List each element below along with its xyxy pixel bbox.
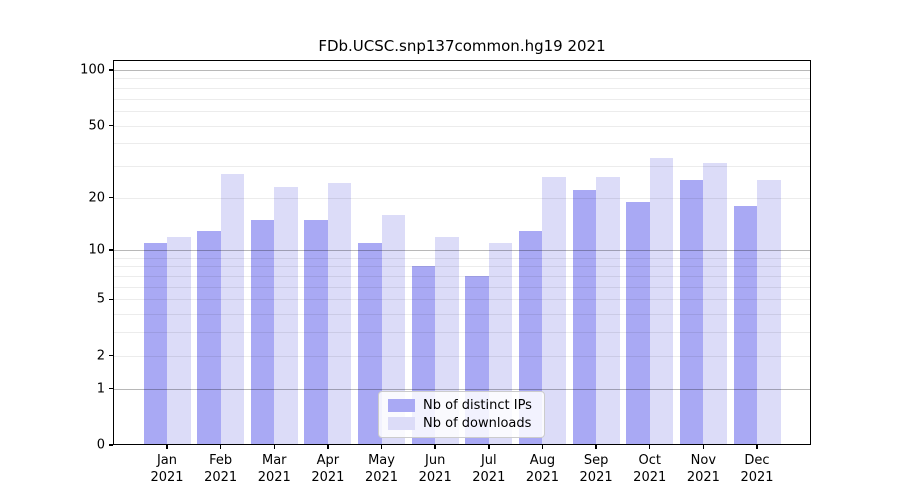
minor-gridline [113, 165, 811, 167]
y-tick [109, 69, 113, 71]
bar-downloads-feb [220, 174, 245, 445]
bar-downloads-sep [596, 177, 620, 445]
major-gridline [113, 388, 811, 390]
y-tick [109, 124, 113, 127]
y-tick-label: 1 [96, 381, 105, 397]
legend-item-downloads: Nb of downloads [388, 416, 544, 431]
x-tick-label: Oct 2021 [633, 453, 667, 485]
minor-gridline [113, 276, 811, 278]
bar-downloads-oct [649, 158, 674, 445]
x-tick [488, 445, 490, 449]
bar-downloads-nov [703, 163, 727, 445]
bar-downloads-aug [542, 177, 566, 445]
y-tick-label: 20 [88, 190, 105, 206]
y-tick-label: 100 [80, 62, 105, 78]
bar-ips-apr [304, 219, 328, 445]
minor-gridline [113, 110, 811, 112]
plot-area [113, 60, 811, 445]
y-tick [109, 298, 113, 301]
legend-item-distinct-ips: Nb of distinct IPs [388, 398, 544, 413]
bar-downloads-dec [757, 180, 781, 445]
bar-downloads-mar [274, 186, 298, 445]
x-tick [327, 445, 329, 449]
x-tick-label: Apr 2021 [311, 453, 345, 485]
chart-title: FDb.UCSC.snp137common.hg19 2021 [318, 37, 606, 55]
major-gridline [113, 70, 811, 71]
y-tick [109, 355, 113, 357]
bar-ips-sep [572, 190, 597, 445]
x-tick [380, 445, 383, 449]
minor-gridline [113, 332, 811, 334]
x-tick-label: Mar 2021 [257, 453, 291, 485]
y-tick [109, 196, 113, 199]
bar-ips-dec [733, 205, 757, 445]
x-tick [166, 445, 168, 449]
y-tick [109, 387, 113, 390]
x-tick-label: Aug 2021 [525, 453, 559, 485]
x-tick [273, 445, 275, 449]
legend-swatch-distinct-ips [388, 399, 415, 412]
minor-gridline [113, 87, 811, 89]
minor-gridline [113, 125, 811, 127]
x-tick [756, 445, 758, 449]
minor-gridline [113, 266, 811, 268]
x-tick-label: Jan 2021 [150, 453, 184, 485]
x-tick [649, 445, 651, 449]
y-tick-label: 0 [96, 437, 105, 453]
major-gridline [113, 250, 811, 252]
x-tick-label: Jun 2021 [418, 453, 452, 485]
bar-ips-jan [143, 243, 167, 445]
bar-ips-nov [679, 180, 704, 445]
x-tick [541, 445, 544, 449]
y-tick-label: 10 [88, 242, 105, 258]
minor-gridline [113, 314, 811, 316]
bar-downloads-apr [327, 183, 352, 445]
bar-ips-oct [626, 201, 650, 445]
minor-gridline [113, 143, 811, 145]
y-tick [109, 444, 113, 446]
x-tick [219, 445, 222, 449]
x-tick [702, 445, 705, 449]
y-tick-label: 2 [96, 348, 105, 364]
y-tick [109, 249, 113, 251]
bar-ips-may [358, 243, 382, 445]
legend-label-downloads: Nb of downloads [423, 416, 532, 431]
minor-gridline [113, 355, 811, 357]
x-tick-label: Feb 2021 [204, 453, 238, 485]
x-tick-label: Nov 2021 [686, 453, 720, 485]
x-tick-label: Jul 2021 [472, 453, 506, 485]
legend-swatch-downloads [388, 417, 415, 430]
x-tick-label: Dec 2021 [740, 453, 774, 485]
bar-ips-mar [250, 219, 275, 445]
x-tick-label: May 2021 [364, 453, 399, 485]
y-tick-label: 50 [88, 118, 105, 134]
legend: Nb of distinct IPs Nb of downloads [378, 391, 545, 438]
minor-gridline [113, 78, 811, 80]
minor-gridline [113, 286, 811, 288]
minor-gridline [113, 197, 811, 199]
y-tick-label: 5 [96, 291, 105, 307]
x-tick [595, 445, 597, 449]
minor-gridline [113, 299, 811, 301]
x-tick [434, 445, 436, 449]
bar-ips-feb [197, 230, 221, 445]
minor-gridline [113, 257, 811, 259]
minor-gridline [113, 98, 811, 100]
x-tick-label: Sep 2021 [579, 453, 613, 485]
bar-downloads-jan [167, 236, 191, 445]
bar-downloads-may [381, 214, 406, 445]
legend-label-distinct-ips: Nb of distinct IPs [423, 398, 532, 413]
